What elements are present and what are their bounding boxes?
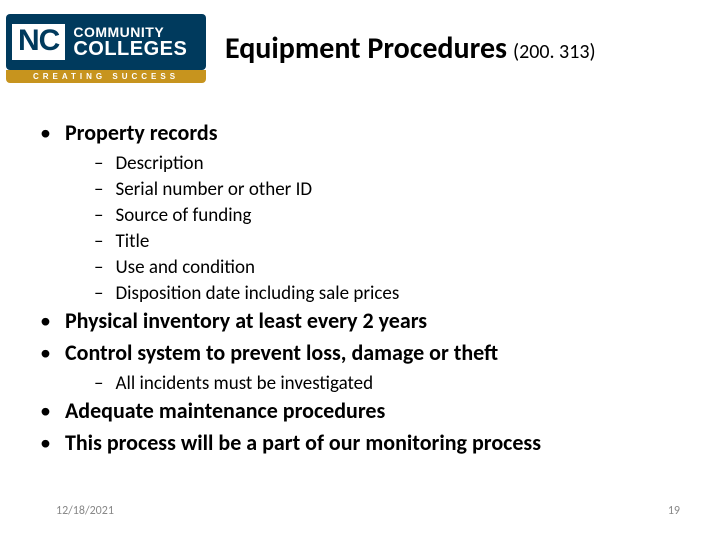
slide-content: • Property records – Description – Seria… <box>40 120 680 462</box>
bullet-marker: – <box>94 230 103 254</box>
logo-tagline: CREATING SUCCESS <box>6 70 206 83</box>
bullet-text: Physical inventory at least every 2 year… <box>65 308 427 334</box>
bullet-marker: – <box>94 372 103 396</box>
bullet-l2: – Disposition date including sale prices <box>94 282 680 306</box>
bullet-marker: – <box>94 282 103 306</box>
bullet-l2: – Description <box>94 152 680 176</box>
bullet-l1: • Adequate maintenance procedures <box>40 398 680 424</box>
logo-nc-badge: NC <box>12 24 65 60</box>
bullet-marker: – <box>94 256 103 280</box>
bullet-text: Title <box>115 230 149 254</box>
logo-main: NC COMMUNITY COLLEGES <box>6 14 206 70</box>
bullet-text: All incidents must be investigated <box>115 372 373 396</box>
logo-line1: COMMUNITY <box>73 25 187 39</box>
footer-page-number: 19 <box>668 504 680 518</box>
bullet-marker: • <box>40 308 51 334</box>
bullet-marker: • <box>40 398 51 424</box>
bullet-l1: • Property records <box>40 120 680 146</box>
bullet-l1: • Physical inventory at least every 2 ye… <box>40 308 680 334</box>
slide-title-code: (200. 313) <box>513 40 596 64</box>
bullet-l2: – All incidents must be investigated <box>94 372 680 396</box>
bullet-l1: • Control system to prevent loss, damage… <box>40 340 680 366</box>
bullet-text: Serial number or other ID <box>115 178 312 202</box>
bullet-text: Use and condition <box>115 256 255 280</box>
bullet-marker: – <box>94 152 103 176</box>
bullet-text: Description <box>115 152 203 176</box>
bullet-l2: – Use and condition <box>94 256 680 280</box>
bullet-text: Adequate maintenance procedures <box>65 398 385 424</box>
logo-line2: COLLEGES <box>73 39 187 59</box>
logo: NC COMMUNITY COLLEGES CREATING SUCCESS <box>6 14 206 82</box>
bullet-l2: – Source of funding <box>94 204 680 228</box>
bullet-text: This process will be a part of our monit… <box>65 430 541 456</box>
bullet-marker: • <box>40 430 51 456</box>
bullet-text: Property records <box>65 120 218 146</box>
bullet-l1: • This process will be a part of our mon… <box>40 430 680 456</box>
bullet-l2: – Title <box>94 230 680 254</box>
logo-text: COMMUNITY COLLEGES <box>73 25 187 59</box>
bullet-marker: • <box>40 120 51 146</box>
bullet-text: Control system to prevent loss, damage o… <box>65 340 498 366</box>
slide-title-wrap: Equipment Procedures (200. 313) <box>225 30 596 67</box>
bullet-marker: – <box>94 204 103 228</box>
slide-title: Equipment Procedures <box>225 30 507 67</box>
bullet-marker: – <box>94 178 103 202</box>
bullet-text: Disposition date including sale prices <box>115 282 399 306</box>
bullet-l2: – Serial number or other ID <box>94 178 680 202</box>
footer-date: 12/18/2021 <box>56 504 114 518</box>
bullet-marker: • <box>40 340 51 366</box>
bullet-text: Source of funding <box>115 204 251 228</box>
